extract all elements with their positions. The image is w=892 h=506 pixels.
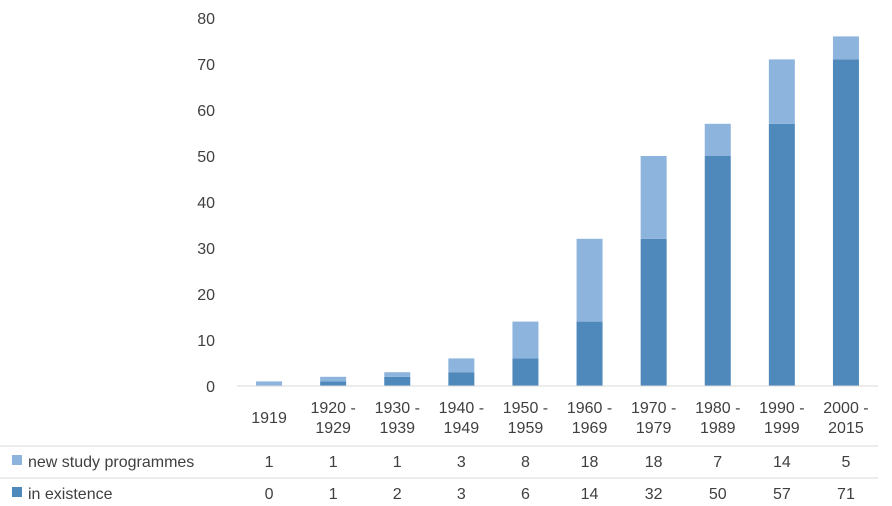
category-label: 1949 xyxy=(444,420,480,437)
bar-segment-in-existence xyxy=(320,381,347,386)
bar-segment-in-existence xyxy=(576,321,603,386)
y-tick-label: 50 xyxy=(197,149,215,166)
bar-segment-in-existence xyxy=(640,238,667,386)
legend-key xyxy=(12,455,22,465)
bar-segment-new-study-programmes xyxy=(832,36,859,60)
bar-segment-new-study-programmes xyxy=(576,238,603,322)
x-axis: 1919 1920 - 1929 1930 - 1939 1940 - 1949 1950 -… xyxy=(237,385,878,437)
data-table: new study programmes 1 1 1 3 8 18 18 7 14 5 in exis… xyxy=(0,445,878,503)
category-label: 2000 - xyxy=(823,400,868,417)
category-label: 2015 xyxy=(828,420,864,437)
table-cell-value: 32 xyxy=(645,486,663,503)
category-label: 1919 xyxy=(251,410,287,427)
table-cell-value: 3 xyxy=(457,486,466,503)
bar-segment-in-existence xyxy=(832,59,859,387)
legend-key xyxy=(12,487,22,497)
category-label: 1960 - xyxy=(567,400,612,417)
bar-segment-new-study-programmes xyxy=(320,376,347,382)
category-label: 1999 xyxy=(764,420,800,437)
bar-segment-new-study-programmes xyxy=(768,59,795,124)
table-cell-value: 6 xyxy=(521,486,530,503)
table-cell-value: 57 xyxy=(773,486,791,503)
bar-segment-in-existence xyxy=(384,376,411,386)
y-tick-label: 60 xyxy=(197,103,215,120)
y-tick-label: 70 xyxy=(197,57,215,74)
table-cell-value: 14 xyxy=(581,486,599,503)
table-row-label: in existence xyxy=(28,486,113,503)
category-label: 1979 xyxy=(636,420,672,437)
table-cell-value: 71 xyxy=(837,486,855,503)
category-label: 1970 - xyxy=(631,400,676,417)
table-cell-value: 1 xyxy=(265,454,274,471)
y-tick-label: 10 xyxy=(197,333,215,350)
y-tick-label: 80 xyxy=(197,11,215,28)
bar-segment-new-study-programmes xyxy=(640,156,667,239)
table-cell-value: 1 xyxy=(329,486,338,503)
category-label: 1950 - xyxy=(503,400,548,417)
bar-segment-new-study-programmes xyxy=(384,372,411,377)
table-cell-value: 1 xyxy=(329,454,338,471)
y-axis: 0 10 20 30 40 50 60 70 80 xyxy=(197,11,215,396)
category-label: 1980 - xyxy=(695,400,740,417)
bar-segment-new-study-programmes xyxy=(704,123,731,156)
category-label: 1989 xyxy=(700,420,736,437)
category-label: 1940 - xyxy=(439,400,484,417)
table-cell-value: 0 xyxy=(265,486,274,503)
category-label: 1920 - xyxy=(310,400,355,417)
table-cell-value: 3 xyxy=(457,454,466,471)
bar-segment-new-study-programmes xyxy=(256,381,283,386)
table-cell-value: 5 xyxy=(841,454,850,471)
y-tick-label: 40 xyxy=(197,195,215,212)
y-tick-label: 20 xyxy=(197,287,215,304)
bar-segment-new-study-programmes xyxy=(512,321,539,359)
category-label: 1990 - xyxy=(759,400,804,417)
category-label: 1959 xyxy=(508,420,544,437)
bar-segment-in-existence xyxy=(768,123,795,387)
table-cell-value: 14 xyxy=(773,454,791,471)
bar-segment-new-study-programmes xyxy=(448,358,475,373)
category-label: 1969 xyxy=(572,420,608,437)
category-label: 1930 - xyxy=(375,400,420,417)
table-cell-value: 18 xyxy=(645,454,663,471)
table-cell-value: 2 xyxy=(393,486,402,503)
category-label: 1939 xyxy=(379,420,415,437)
bar-segment-in-existence xyxy=(512,358,539,386)
table-cell-value: 1 xyxy=(393,454,402,471)
table-cell-value: 8 xyxy=(521,454,530,471)
y-tick-label: 30 xyxy=(197,241,215,258)
table-cell-value: 18 xyxy=(581,454,599,471)
y-tick-label: 0 xyxy=(206,379,215,396)
table-row-label: new study programmes xyxy=(28,454,194,471)
bar-segment-in-existence xyxy=(448,372,475,386)
table-cell-value: 7 xyxy=(713,454,722,471)
table-cell-value: 50 xyxy=(709,486,727,503)
category-label: 1929 xyxy=(315,420,351,437)
bars xyxy=(256,36,859,387)
bar-segment-in-existence xyxy=(704,156,731,386)
